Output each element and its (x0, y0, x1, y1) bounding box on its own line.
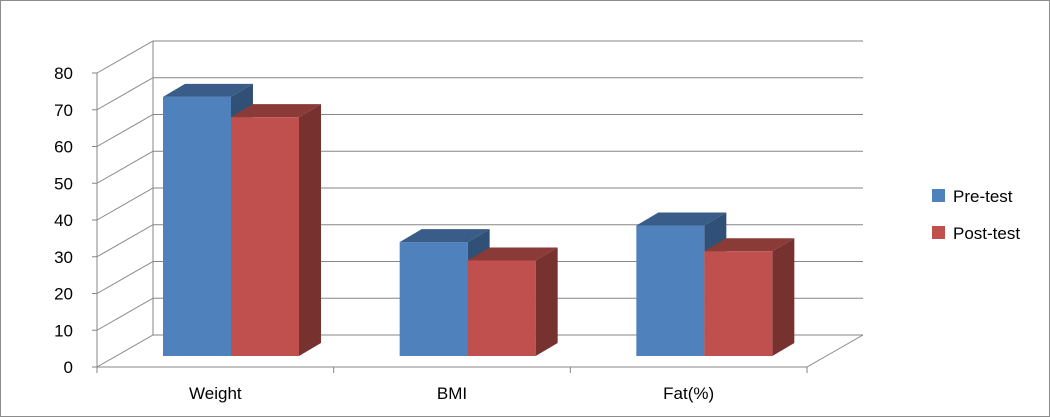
bar-front (231, 117, 299, 356)
gridline (96, 297, 863, 331)
y-tick-label: 20 (54, 285, 73, 304)
y-tick-label: 30 (54, 248, 73, 267)
legend-label: Pre-test (953, 187, 1013, 206)
bar-top (704, 238, 795, 252)
y-tick-label: 10 (54, 321, 73, 340)
gridlines (96, 40, 863, 331)
bar-front (467, 260, 536, 356)
x-axis: Weight BMI Fat(%) (96, 366, 808, 403)
y-tick-label: 60 (54, 138, 73, 157)
bar-post-test-fat- (704, 238, 795, 356)
legend-item: Post-test (932, 224, 1020, 243)
bar-front (704, 251, 773, 356)
legend-swatch (932, 189, 945, 202)
x-category-label: BMI (437, 384, 467, 403)
bars (163, 83, 795, 356)
bar-post-test-bmi (467, 247, 558, 356)
legend-label: Post-test (953, 224, 1020, 243)
bar-front (163, 96, 231, 356)
bar-front (636, 225, 705, 356)
y-tick-label: 40 (54, 211, 73, 230)
bar-top (231, 104, 321, 118)
bar-front (399, 242, 468, 356)
bar-post-test-weight (231, 104, 321, 356)
gridline (96, 77, 863, 111)
y-tick-label: 50 (54, 174, 73, 193)
y-tick-label: 0 (64, 358, 73, 377)
gridline (96, 150, 863, 184)
bar-top (399, 229, 490, 243)
bar-side (535, 247, 558, 356)
floor-back-edge (96, 334, 863, 368)
x-category-label: Weight (189, 384, 242, 403)
bar-side (299, 104, 321, 356)
gridline (96, 187, 863, 221)
gridline (96, 114, 863, 147)
y-tick-label: 70 (54, 101, 73, 120)
floor-right-edge (806, 334, 864, 368)
bar-top (636, 212, 727, 226)
legend: Pre-test Post-test (932, 187, 1020, 243)
bar-top (467, 247, 558, 261)
gridline (96, 40, 863, 74)
gridline (96, 261, 863, 294)
y-axis: 0 10 20 30 40 50 60 70 80 (54, 64, 98, 377)
legend-item: Pre-test (932, 187, 1013, 206)
bar-side (772, 238, 795, 356)
x-category-label: Fat(%) (663, 384, 714, 403)
gridline (96, 224, 863, 258)
y-tick-label: 80 (54, 64, 73, 83)
bar-top (163, 83, 253, 97)
legend-swatch (932, 226, 945, 239)
